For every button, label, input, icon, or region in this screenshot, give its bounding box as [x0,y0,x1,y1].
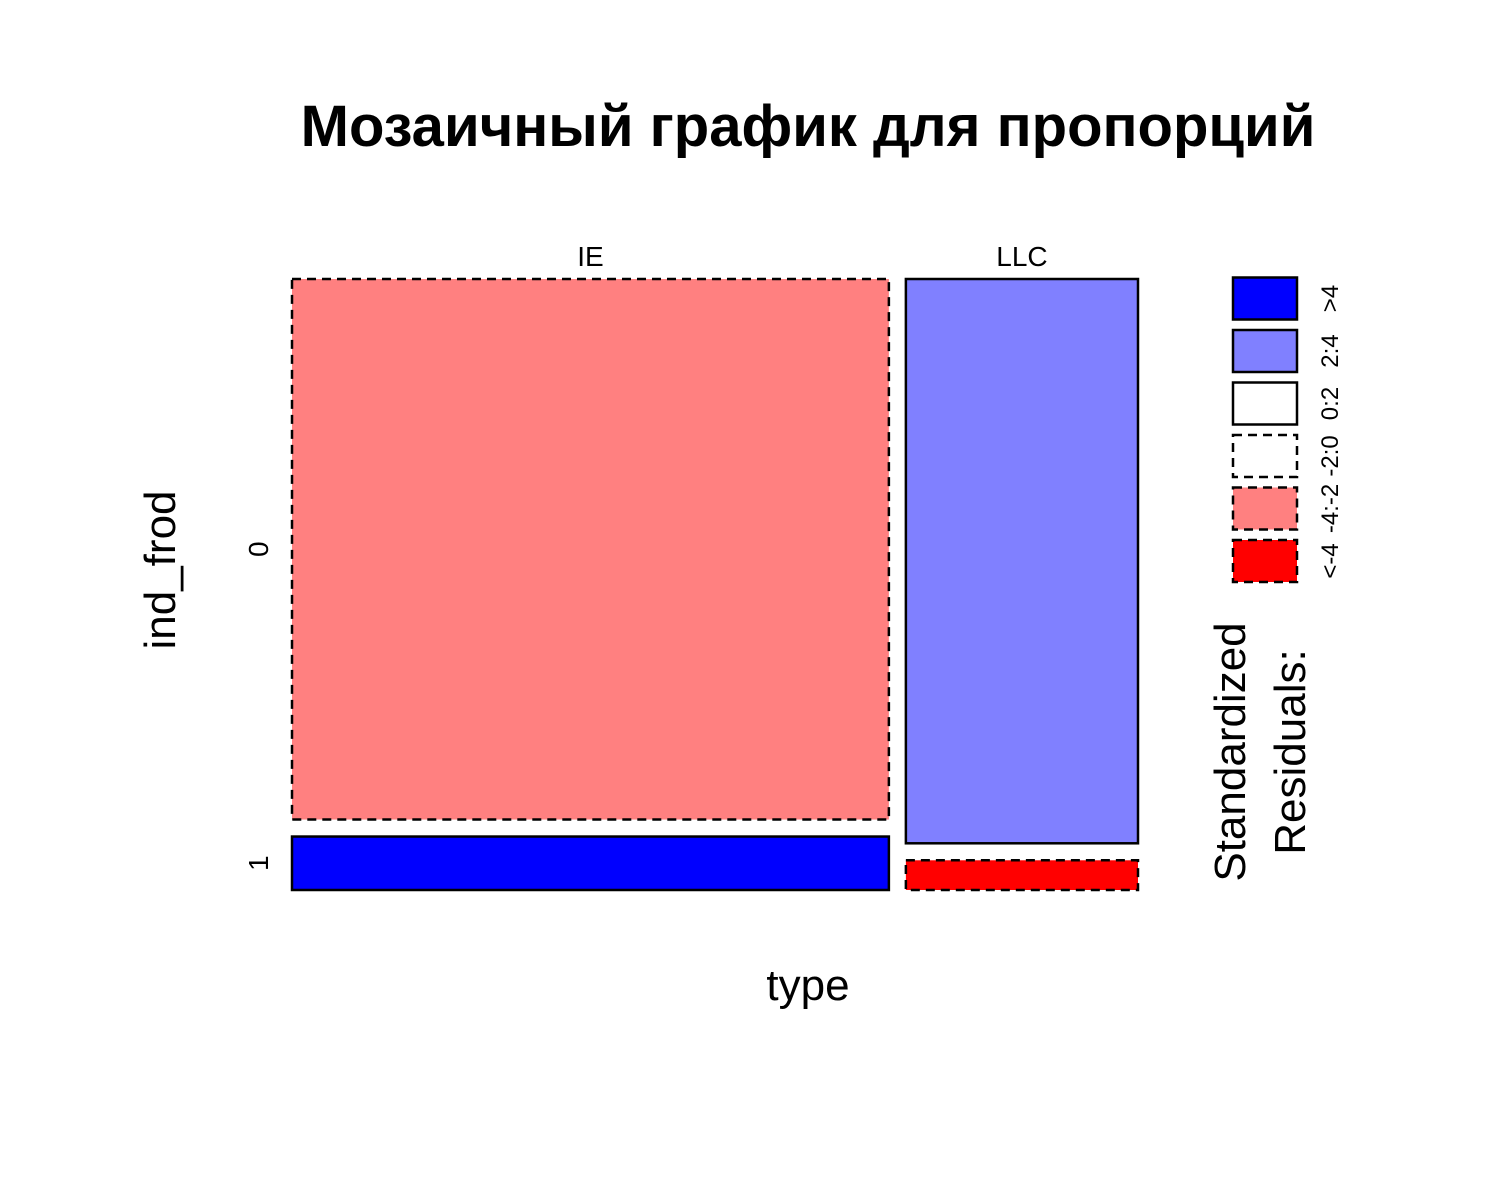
cell-ie-0 [290,277,891,821]
x-tick-labels: IE LLC [577,241,1047,272]
cell-llc-0 [904,277,1140,845]
y-axis-label: ind_frod [136,490,185,649]
chart-title: Мозаичный график для пропорций [301,94,1316,159]
mosaic-cells [290,277,1140,892]
legend-title-line1: Standardized [1206,622,1255,881]
y-tick-1: 1 [243,855,274,871]
cell-ie-1 [290,835,891,892]
legend-labels: <-4 -4:-2 -2:0 0:2 2:4 >4 [1317,285,1344,579]
legend-label-2: -2:0 [1317,435,1344,476]
legend-box-1 [1231,486,1299,531]
legend: <-4 -4:-2 -2:0 0:2 2:4 >4 Standardized Residu… [1206,276,1344,882]
legend-label-5: >4 [1317,285,1344,312]
legend-label-0: <-4 [1317,543,1344,578]
legend-box-5 [1231,276,1299,321]
x-tick-llc: LLC [996,241,1047,272]
cell-llc-1 [904,859,1140,892]
legend-box-2 [1231,433,1299,479]
legend-box-4 [1231,328,1299,374]
legend-box-3 [1231,381,1299,426]
legend-label-3: 0:2 [1317,387,1344,420]
y-tick-labels: 01 [243,541,274,871]
x-axis-label: type [766,961,849,1010]
x-tick-ie: IE [577,241,603,272]
legend-box-0 [1231,538,1299,584]
legend-title-line2: Residuals: [1266,649,1315,854]
legend-label-4: 2:4 [1317,334,1344,367]
legend-label-1: -4:-2 [1317,484,1344,533]
y-tick-0: 0 [243,541,274,557]
legend-boxes [1231,276,1299,584]
